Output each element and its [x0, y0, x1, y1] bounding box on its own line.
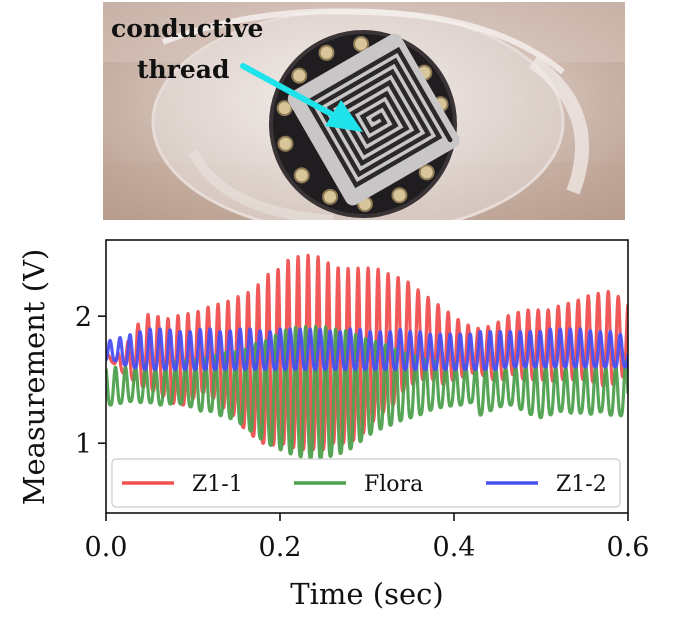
- legend-box: [111, 458, 621, 508]
- annotation-arrow: [240, 63, 363, 132]
- board-pad: [322, 188, 339, 205]
- board-pad: [277, 135, 294, 152]
- y-tick-label: 1: [75, 429, 92, 460]
- y-axis-label: Measurement (V): [17, 249, 51, 506]
- board-pad: [293, 167, 310, 184]
- x-axis-label: Time (sec): [290, 577, 443, 611]
- board-pads: [276, 36, 450, 212]
- device-photo: conductive thread: [103, 2, 625, 220]
- annotation-text-line1: conductive: [111, 14, 263, 43]
- thread-sensor-patch: [287, 33, 460, 206]
- y-tick-label: 2: [75, 302, 92, 333]
- board-pad: [318, 44, 335, 61]
- x-tick-label: 0.4: [433, 532, 476, 563]
- series-line-z1-2: [106, 327, 628, 372]
- legend-label-flora: Flora: [364, 472, 423, 497]
- x-tick-label: 0.2: [259, 532, 302, 563]
- legend: Z1-1 Flora Z1-2: [111, 458, 621, 508]
- board-pad: [276, 100, 293, 117]
- plot-frame: [105, 239, 629, 514]
- x-tick-label: 0.6: [607, 532, 650, 563]
- measurement-chart: 0.0 0.2 0.4 0.6 1 2 Time (sec) Measurement (…: [17, 239, 650, 611]
- board-pad: [391, 187, 408, 204]
- annotation-text-line2: thread: [137, 55, 229, 84]
- board-pad: [353, 36, 370, 53]
- legend-label-z1-1: Z1-1: [192, 472, 243, 497]
- board-pad: [418, 164, 435, 181]
- legend-label-z1-2: Z1-2: [556, 472, 607, 497]
- board-pad: [291, 67, 308, 84]
- x-tick-label: 0.0: [85, 532, 128, 563]
